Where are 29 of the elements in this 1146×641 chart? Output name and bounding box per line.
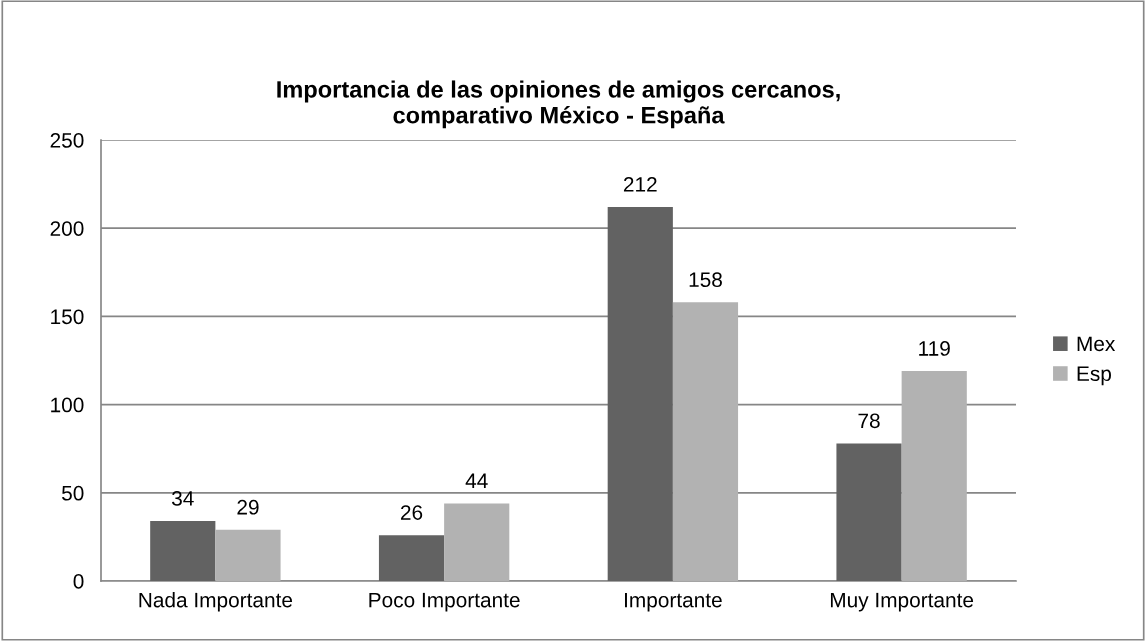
data-label: 158	[689, 272, 722, 288]
y-tick-label: 50	[62, 485, 84, 501]
y-tick-label: 100	[51, 397, 84, 413]
y-tick-label: 150	[51, 309, 84, 325]
bar	[901, 371, 967, 581]
bar	[444, 503, 510, 581]
bar	[150, 521, 216, 581]
x-tick-label: Importante	[625, 592, 722, 612]
legend-label: Esp	[1077, 366, 1111, 386]
data-label: 34	[171, 491, 194, 506]
bar	[672, 302, 739, 581]
chart-title: Importancia de las opiniones de amigos cercanos, comparativo México - España	[277, 80, 840, 129]
y-tick-label: 250	[50, 133, 84, 148]
y-tick-label: 0	[73, 574, 84, 589]
bar	[836, 443, 902, 581]
data-label: 26	[400, 505, 423, 520]
data-label: 29	[237, 499, 259, 515]
bar	[607, 207, 673, 581]
data-label: 44	[465, 473, 488, 488]
bar	[378, 535, 445, 581]
data-label: 119	[919, 341, 950, 356]
y-tick-label: 200	[50, 221, 84, 236]
legend-label: Mex	[1077, 336, 1116, 352]
data-label: 78	[858, 413, 880, 429]
x-tick-label: Poco Importante	[369, 592, 520, 612]
x-tick-label: Nada Importante	[139, 592, 293, 612]
bar	[215, 529, 281, 581]
x-tick-label: Muy Importante	[830, 592, 974, 612]
data-label: 212	[623, 177, 657, 192]
